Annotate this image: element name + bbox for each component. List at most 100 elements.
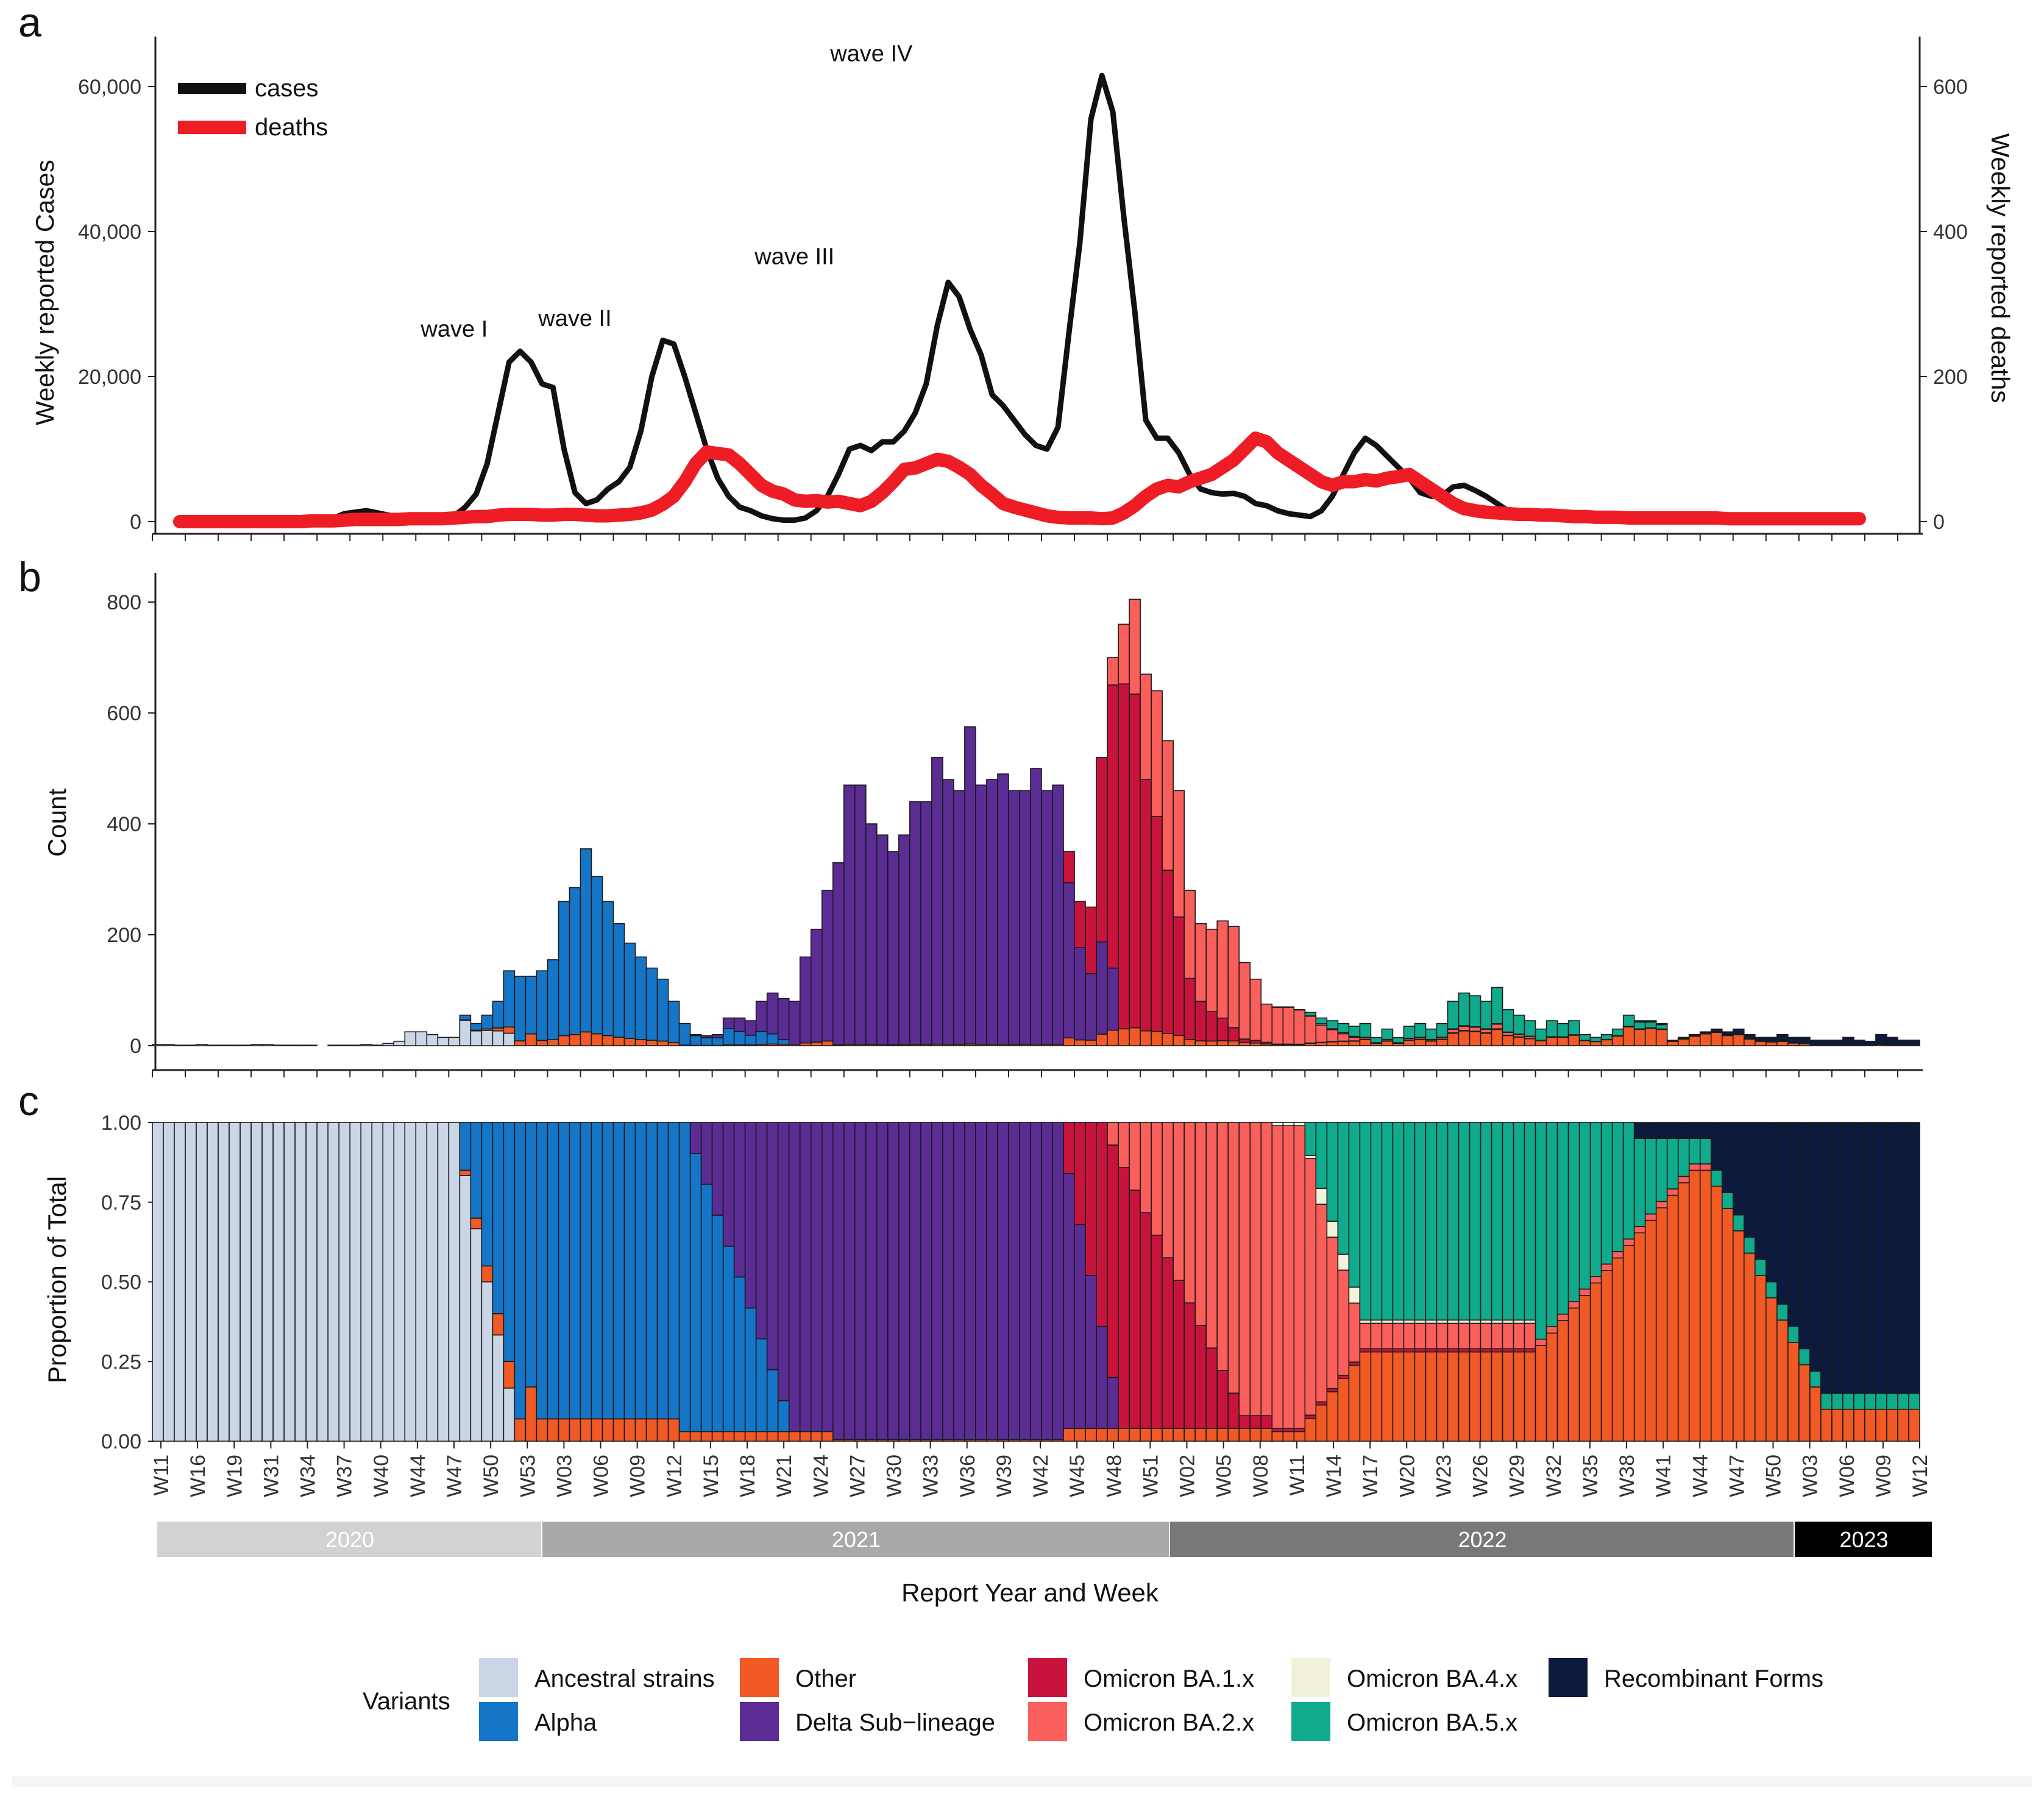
proportion-bar-delta	[799, 1122, 812, 1433]
legend-cases-swatch	[178, 83, 246, 94]
count-bar-ba5	[1425, 1028, 1438, 1040]
count-bar-other	[1140, 1030, 1152, 1046]
proportion-bar-alpha	[525, 1122, 538, 1388]
panel-a-ytick-label-right: 0	[1933, 511, 1945, 534]
proportion-bar-ancestral	[393, 1122, 406, 1442]
count-bar-alpha	[470, 1023, 483, 1031]
count-bar-ba5	[1491, 987, 1503, 1024]
count-bar-alpha	[547, 959, 559, 1040]
count-bar-other	[1381, 1040, 1394, 1046]
panel-c-ytick-label: 0.75	[101, 1191, 141, 1214]
count-bar-other	[1469, 1031, 1482, 1046]
proportion-bar-ba5	[1853, 1392, 1865, 1410]
count-bar-other	[1118, 1028, 1130, 1046]
count-bar-other	[1326, 1041, 1339, 1046]
panel-a-yticks-right: 0 200 400 600	[1920, 76, 1968, 534]
panel-c-ytick-label: 0.50	[101, 1271, 141, 1294]
count-bar-ba5	[1326, 1020, 1339, 1029]
panel-a-ytick-label: 20,000	[78, 366, 141, 389]
xtick-label: W45	[1066, 1455, 1089, 1497]
proportion-bar-other	[1787, 1342, 1800, 1442]
count-bar-ba5	[1622, 1015, 1635, 1027]
xtick-label: W39	[993, 1455, 1016, 1497]
count-bar-delta	[821, 890, 834, 1042]
xtick-label: W16	[186, 1455, 210, 1497]
xtick-label: W40	[370, 1455, 393, 1497]
count-bar-recomb	[1644, 1020, 1657, 1023]
count-bar-other	[1545, 1037, 1558, 1046]
count-bar-recomb	[1776, 1034, 1789, 1041]
count-bar-alpha	[623, 942, 636, 1040]
count-bar-other	[810, 1041, 823, 1046]
proportion-bar-ba2	[1392, 1322, 1405, 1350]
proportion-bar-delta	[887, 1122, 900, 1441]
proportion-bar-ba5	[1831, 1392, 1844, 1410]
proportion-bar-delta	[909, 1122, 921, 1441]
count-bar-ba5	[1556, 1023, 1569, 1038]
year-band-2020	[157, 1522, 541, 1557]
count-bar-ancestral	[185, 1044, 197, 1046]
xtick-label: W20	[1396, 1455, 1419, 1497]
count-bar-alpha	[733, 1030, 746, 1046]
count-bar-other	[1755, 1041, 1767, 1046]
proportion-bar-other	[1688, 1169, 1701, 1442]
count-bar-ancestral	[404, 1031, 417, 1046]
count-bar-ba2	[1173, 790, 1185, 918]
proportion-bar-delta	[821, 1122, 834, 1433]
proportion-bar-other	[1151, 1428, 1163, 1442]
proportion-bar-ba2	[1403, 1322, 1416, 1350]
proportion-bar-ba2	[1173, 1122, 1185, 1281]
proportion-bar-ancestral	[338, 1122, 351, 1442]
count-bar-ba2	[1118, 623, 1130, 685]
proportion-bar-other	[1578, 1295, 1591, 1442]
count-bar-recomb	[1633, 1020, 1646, 1023]
count-bar-delta	[942, 779, 954, 1045]
count-bar-ba5	[1567, 1020, 1580, 1035]
xtick-label: W03	[553, 1455, 576, 1497]
count-bar-ancestral	[174, 1044, 186, 1046]
count-bar-recomb	[1765, 1037, 1778, 1042]
count-bar-recomb	[1798, 1037, 1811, 1044]
count-bar-recomb	[1710, 1028, 1723, 1032]
count-bar-ba1	[1085, 906, 1097, 974]
proportion-bar-recomb	[1776, 1122, 1789, 1305]
panel-c-label: c	[18, 1078, 39, 1124]
count-bar-recomb	[1831, 1040, 1844, 1046]
panel-b-ytick-label: 400	[107, 813, 141, 836]
count-bar-ancestral	[229, 1044, 241, 1046]
proportion-bar-ancestral	[371, 1122, 384, 1442]
count-bar-other	[1776, 1041, 1789, 1046]
count-bar-recomb	[1820, 1040, 1833, 1046]
count-bar-recomb	[1897, 1040, 1909, 1046]
proportion-bar-alpha	[744, 1307, 757, 1433]
count-bar-other	[1458, 1030, 1471, 1046]
legend-label-recomb: Recombinant Forms	[1604, 1665, 1823, 1692]
proportion-bar-ba5	[1776, 1303, 1789, 1321]
xtick-label: W21	[773, 1455, 796, 1497]
panel-c-ytick-label: 1.00	[101, 1112, 141, 1135]
count-bar-other	[656, 1040, 669, 1046]
xtick-label: W03	[1799, 1455, 1822, 1497]
xtick-label: W06	[1836, 1455, 1859, 1497]
count-bar-ba2	[1326, 1029, 1339, 1043]
count-bar-ba2	[1282, 1007, 1295, 1045]
xtick-label: W02	[1176, 1455, 1199, 1497]
panel-b-label: b	[18, 554, 41, 600]
proportion-bar-alpha	[766, 1369, 779, 1433]
proportion-bar-ancestral	[492, 1334, 505, 1442]
proportion-bar-ba5	[1589, 1122, 1602, 1277]
count-bar-delta	[832, 862, 845, 1046]
panel-c-bars	[152, 1122, 1920, 1442]
count-bar-ba1	[1238, 1038, 1251, 1043]
proportion-bar-ba1	[1118, 1167, 1130, 1429]
count-bar-delta	[898, 834, 910, 1046]
count-bar-ancestral	[360, 1044, 373, 1046]
proportion-bar-delta	[975, 1122, 987, 1441]
proportion-bar-other	[722, 1431, 735, 1442]
proportion-bar-ba5	[1809, 1370, 1822, 1388]
xtick-label: W37	[333, 1455, 357, 1497]
proportion-bar-other	[810, 1431, 823, 1442]
xtick-label: W48	[1102, 1455, 1126, 1497]
proportion-bar-ba5	[1304, 1122, 1317, 1156]
proportion-bar-ancestral	[272, 1122, 285, 1442]
